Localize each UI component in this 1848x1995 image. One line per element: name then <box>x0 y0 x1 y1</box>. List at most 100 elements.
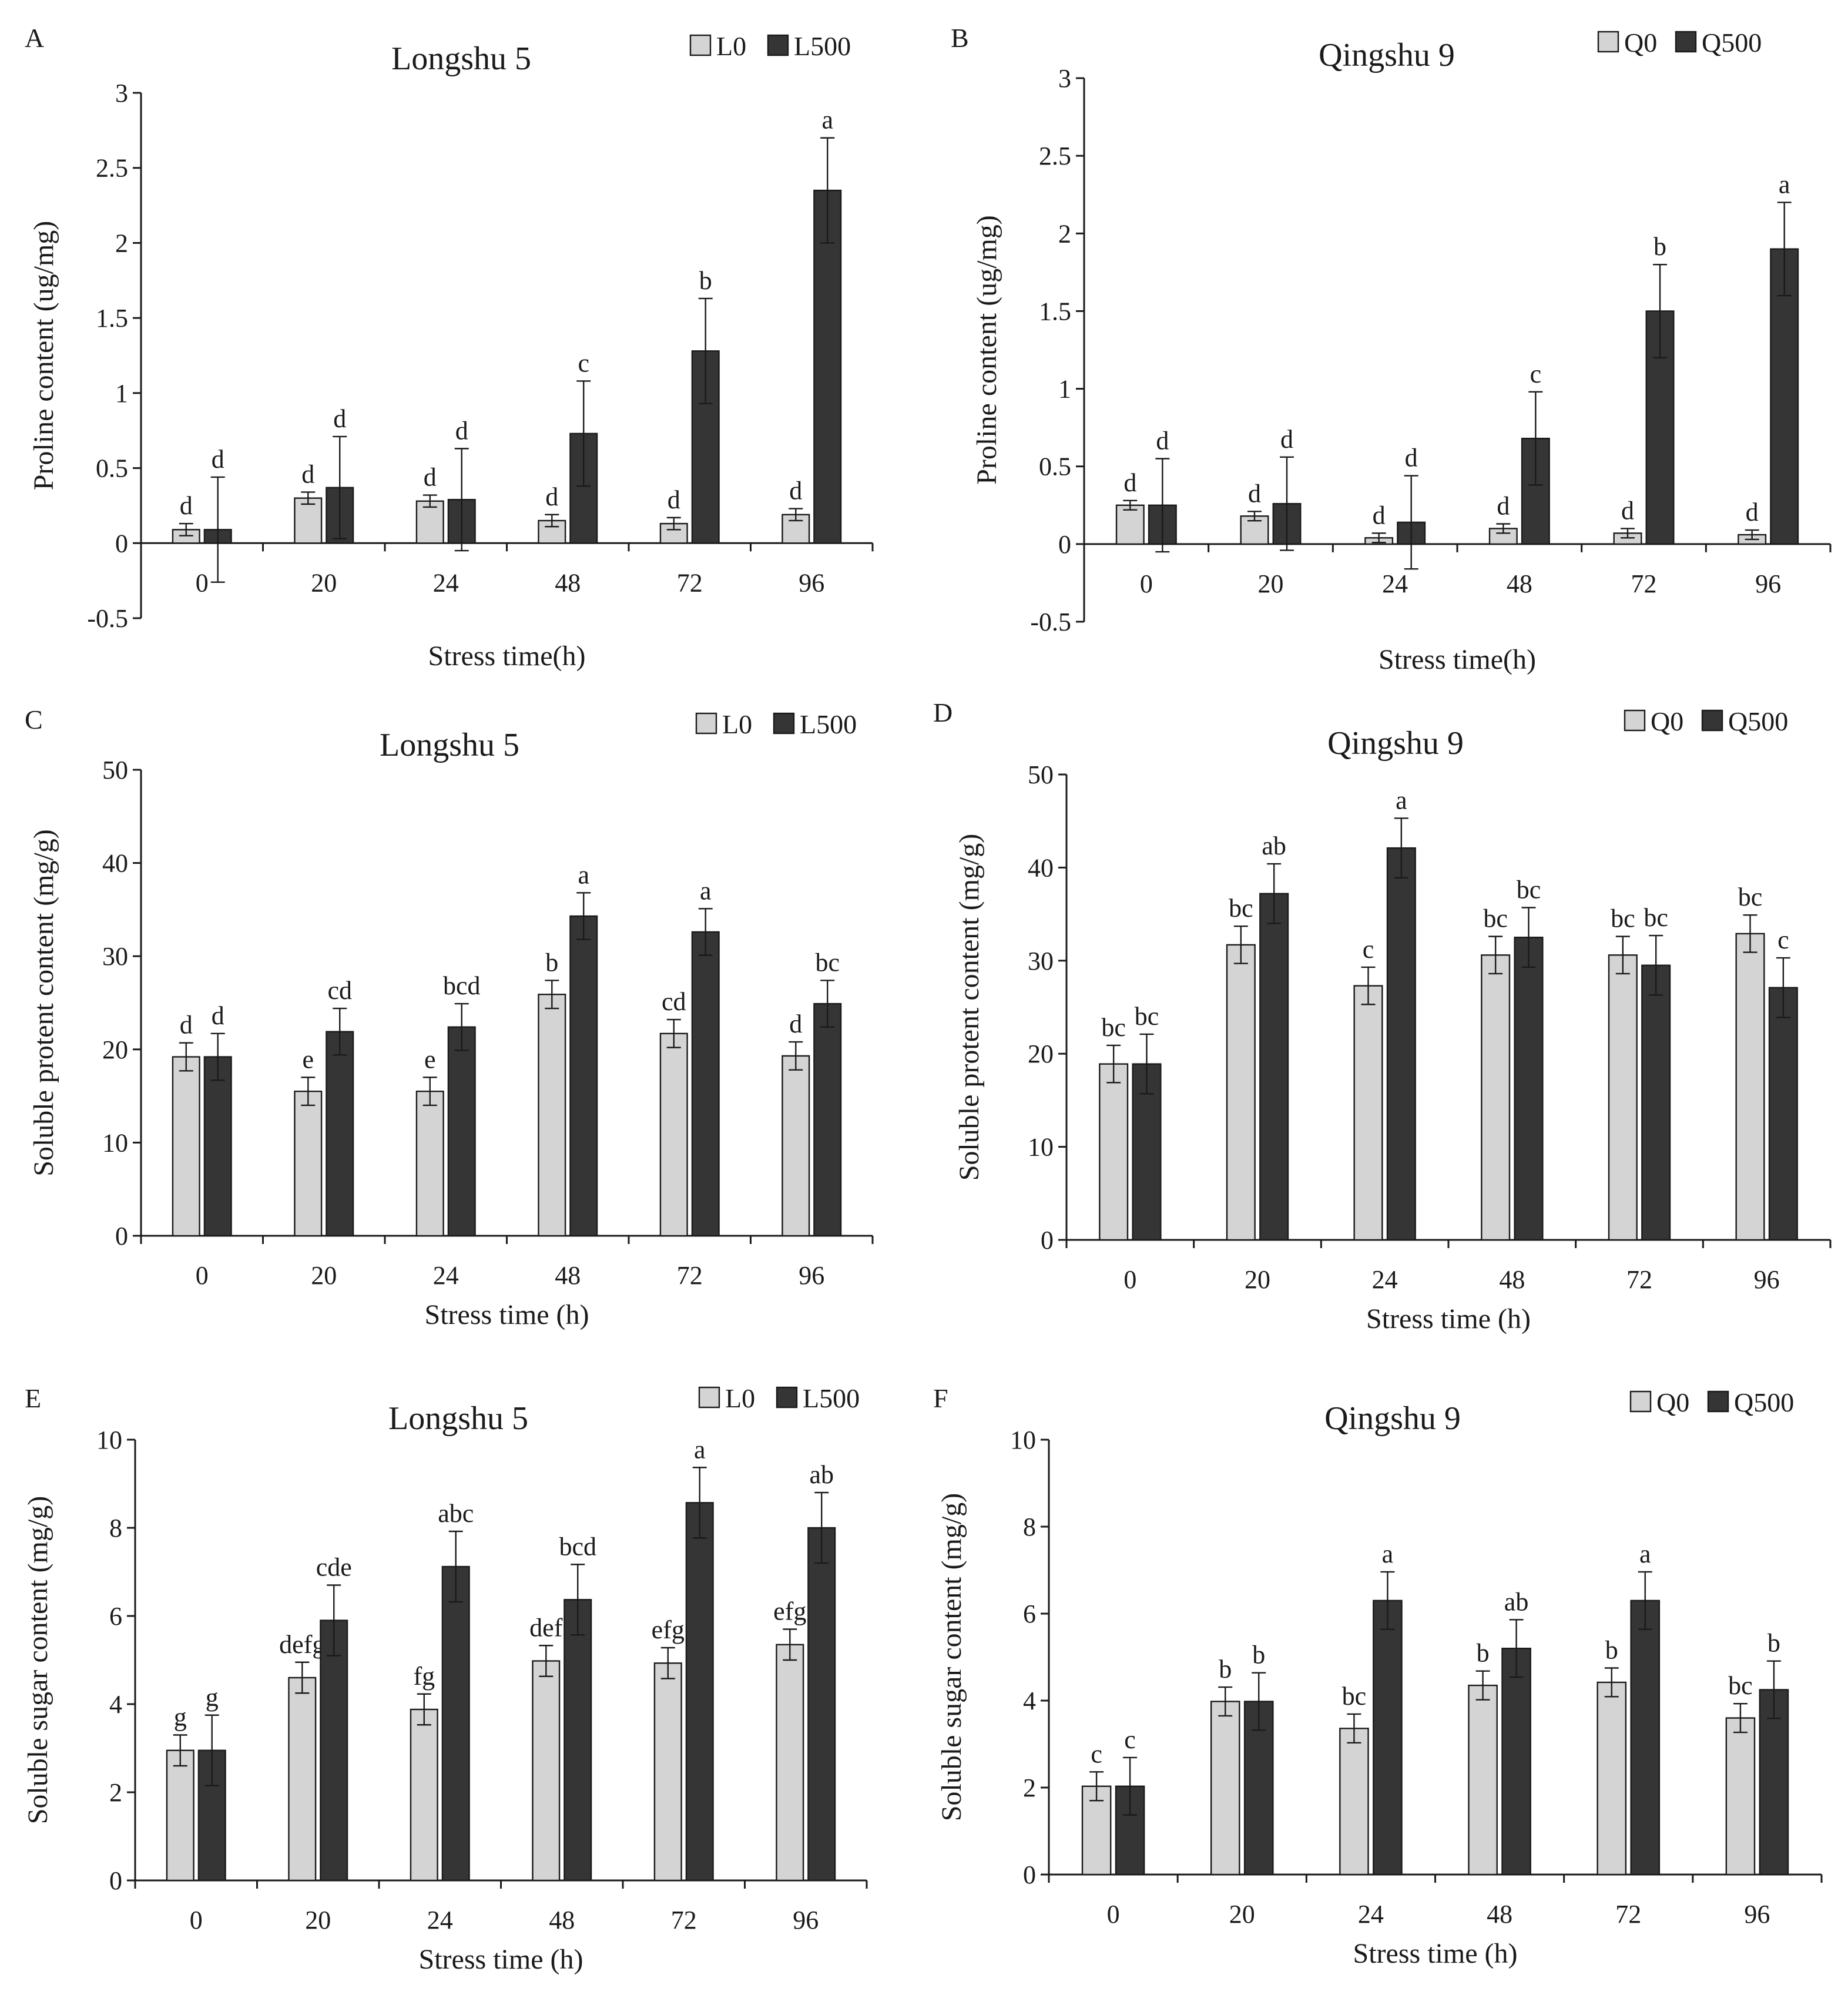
significance-label: ab <box>1262 831 1286 860</box>
bar-q0-48 <box>1468 1684 1498 1876</box>
y-tick-label: 1 <box>115 379 128 408</box>
significance-label: a <box>694 1435 706 1464</box>
error-bar <box>666 517 681 531</box>
x-tick-label: 96 <box>799 568 824 597</box>
y-tick-label: 20 <box>1028 1040 1054 1068</box>
x-tick-label: 0 <box>1107 1900 1120 1929</box>
error-bar <box>327 1584 341 1657</box>
y-tick-label: 0 <box>1058 530 1071 559</box>
significance-label: d <box>1621 496 1634 525</box>
error-bar <box>1649 934 1663 996</box>
y-tick-label: 50 <box>102 756 128 784</box>
y-tick-label: 2 <box>1023 1773 1036 1802</box>
bar-l500-72 <box>685 1502 714 1882</box>
bar-q500-72 <box>1641 964 1671 1241</box>
y-tick-label: 0.5 <box>96 454 128 483</box>
y-axis-title: Soluble protent content (mg/g) <box>954 834 985 1181</box>
bar-l0-0 <box>172 1056 200 1237</box>
significance-label: c <box>1363 935 1374 964</box>
bar-q0-72 <box>1597 1681 1627 1876</box>
bar-l0-72 <box>653 1662 682 1882</box>
significance-label: bc <box>1517 876 1541 904</box>
error-bar <box>1475 1670 1490 1701</box>
bar-q0-0 <box>1099 1063 1129 1241</box>
significance-label: bc <box>1611 904 1635 933</box>
error-bar <box>333 1007 347 1056</box>
error-bar <box>1653 263 1668 358</box>
error-bar <box>1776 957 1790 1018</box>
error-bar <box>1394 817 1408 879</box>
y-tick-label: 0 <box>1041 1226 1054 1255</box>
x-tick-label: 24 <box>1358 1900 1384 1929</box>
panel-letter: C <box>25 705 43 735</box>
x-tick-label: 24 <box>433 568 459 597</box>
significance-label: cde <box>316 1553 352 1582</box>
error-bar <box>1267 863 1282 924</box>
error-bar <box>1123 1756 1138 1816</box>
error-bar <box>576 380 591 487</box>
error-bar <box>295 1661 310 1694</box>
error-bar <box>173 1734 187 1767</box>
error-bar <box>1528 391 1543 486</box>
y-tick-label: 10 <box>1010 1426 1036 1454</box>
bar-q0-48 <box>1481 954 1511 1241</box>
significance-label: d <box>180 1011 193 1040</box>
significance-label: cd <box>662 987 686 1016</box>
panel-letter: E <box>25 1383 41 1413</box>
error-bar <box>1247 511 1262 522</box>
significance-label: c <box>1777 926 1789 954</box>
x-tick-label: 0 <box>196 1261 209 1290</box>
significance-label: d <box>1497 492 1510 521</box>
x-tick-label: 72 <box>671 1906 697 1934</box>
x-tick-label: 20 <box>311 568 337 597</box>
y-tick-label: 30 <box>102 942 128 971</box>
panel-letter: B <box>951 23 969 53</box>
chart-panel-a: A Longshu 5 L0 L500 -0.5 0 0.5 1 1.5 2 2.5 3 0 20 24 48… <box>25 23 874 672</box>
x-axis-title: Stress time (h) <box>425 1299 589 1330</box>
significance-label: b <box>1654 232 1666 261</box>
error-bar <box>1766 1660 1781 1719</box>
legend-label-l500: L500 <box>800 709 857 739</box>
y-tick-label: 1.5 <box>1039 297 1071 326</box>
y-tick-label: 40 <box>102 849 128 878</box>
error-bar <box>1404 475 1418 570</box>
y-tick-label: 6 <box>109 1602 122 1631</box>
y-tick-label: 50 <box>1028 760 1054 789</box>
error-bar <box>1521 907 1536 968</box>
significance-label: g <box>206 1683 219 1712</box>
bar-q0-0 <box>1115 504 1145 545</box>
error-bar <box>660 1647 675 1679</box>
legend-swatch-l0 <box>698 1386 720 1409</box>
legend-label-q0: Q0 <box>1651 706 1683 736</box>
significance-label: c <box>1530 360 1542 388</box>
x-tick-label: 0 <box>1140 569 1153 598</box>
significance-label: d <box>1123 468 1136 497</box>
legend-label-q0: Q0 <box>1624 28 1657 58</box>
significance-label: e <box>303 1045 314 1074</box>
chart-title: Qingshu 9 <box>1327 725 1464 762</box>
y-tick-label: 30 <box>1028 947 1054 975</box>
legend-swatch-q500 <box>1675 31 1697 53</box>
significance-label: ab <box>1504 1587 1529 1616</box>
chart-title: Longshu 5 <box>391 41 531 77</box>
x-axis-title: Stress time (h) <box>419 1944 583 1975</box>
bar-l500-20 <box>320 1620 348 1882</box>
legend: Q0 Q500 <box>1629 1387 1794 1417</box>
panel-letter: A <box>25 23 44 53</box>
error-bar <box>1380 1571 1395 1630</box>
significance-label: d <box>1746 498 1759 527</box>
error-bar <box>1604 1667 1619 1698</box>
x-tick-label: 96 <box>793 1906 819 1934</box>
bar-q0-96 <box>1725 1717 1756 1876</box>
legend-label-l0: L0 <box>725 1383 755 1413</box>
x-tick-label: 20 <box>311 1261 337 1290</box>
error-bar <box>1218 1686 1233 1717</box>
error-bar <box>204 1714 219 1786</box>
significance-label: a <box>1396 786 1407 814</box>
y-tick-label: 4 <box>109 1690 122 1719</box>
bar-l500-48 <box>564 1599 592 1882</box>
error-bar <box>1139 1033 1154 1095</box>
significance-label: d <box>301 460 314 488</box>
error-bar <box>814 1491 829 1564</box>
